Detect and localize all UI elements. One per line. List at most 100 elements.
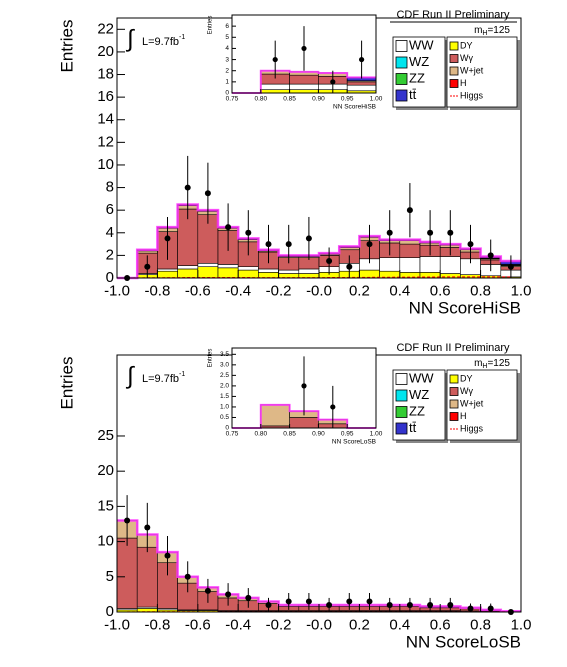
- inset-y-title: Entries: [208, 16, 214, 35]
- y-tick-label: 6: [225, 23, 229, 30]
- y-tick-label: 0: [106, 603, 114, 620]
- x-tick-label: 0.2: [349, 616, 370, 633]
- legend-swatch: [395, 406, 408, 418]
- y-tick-label: 0: [106, 269, 114, 286]
- chart-title: CDF Run II Preliminary: [396, 9, 510, 21]
- data-point: [225, 224, 232, 231]
- inset-x-title: NN ScoreLoSB: [332, 439, 376, 446]
- stack-segment: [197, 266, 219, 279]
- stack-segment: [237, 266, 259, 271]
- stack-segment: [439, 256, 461, 274]
- legend-swatch: [449, 374, 459, 384]
- y-tick-label: 22: [97, 20, 114, 37]
- data-point: [326, 258, 333, 265]
- data-point: [447, 229, 454, 236]
- y-tick-label: 2.5: [220, 372, 229, 379]
- y-tick-label: 3: [225, 56, 229, 63]
- y-tick-label: 0: [225, 425, 229, 432]
- data-point: [366, 241, 373, 248]
- data-point: [330, 404, 336, 410]
- y-tick-label: 15: [97, 497, 114, 514]
- x-tick-label: -0.8: [144, 282, 170, 299]
- x-tick-label: 0.8: [470, 616, 491, 633]
- legend-label: WZ: [409, 54, 429, 69]
- data-point: [285, 598, 292, 605]
- stack-segment: [419, 256, 441, 273]
- text-part: L=9.7fb: [142, 373, 179, 385]
- x-tick-label: 0.90: [312, 96, 325, 103]
- y-tick-label: 2.0: [220, 383, 229, 390]
- legend-label: DY: [460, 40, 473, 50]
- stack-segment: [217, 264, 239, 269]
- text-part: m: [474, 25, 482, 36]
- stack-segment: [278, 269, 300, 274]
- x-tick-label: 0.8: [470, 282, 491, 299]
- data-point: [204, 190, 211, 197]
- y-tick-label: 10: [97, 533, 114, 550]
- x-tick-label: -0.2: [266, 616, 292, 633]
- data-point: [326, 601, 333, 608]
- legend-label: WW: [409, 37, 434, 52]
- x-tick-label: -0.4: [225, 616, 251, 633]
- stack-segment: [217, 267, 239, 279]
- data-point: [330, 79, 336, 85]
- x-tick-label: 0.75: [226, 431, 239, 438]
- x-tick-label: 0.6: [430, 616, 451, 633]
- data-point: [366, 598, 373, 605]
- stack-segment: [338, 247, 360, 251]
- y-tick-label: 25: [97, 427, 114, 444]
- stack-segment: [289, 89, 319, 94]
- legend-label: tt̄: [409, 420, 417, 435]
- legend-swatch: [449, 399, 459, 409]
- y-tick-label: 14: [97, 111, 114, 128]
- y-tick-label: 16: [97, 88, 114, 105]
- y-tick-label: 12: [97, 133, 114, 150]
- stack-segment: [460, 274, 481, 279]
- data-point: [265, 241, 272, 248]
- x-tick-label: -1.0: [104, 616, 130, 633]
- legend-swatch: [449, 387, 459, 396]
- data-point: [447, 601, 454, 608]
- y-tick-label: 1.0: [220, 404, 229, 411]
- stack-segment: [258, 268, 279, 273]
- legend-label: DY: [460, 373, 473, 383]
- data-point: [467, 605, 474, 612]
- legend-swatch: [395, 422, 408, 435]
- stack-segment: [116, 537, 138, 609]
- data-point: [359, 56, 365, 63]
- data-point: [427, 229, 434, 236]
- data-point: [245, 229, 252, 236]
- data-point: [386, 229, 393, 236]
- y-tick-label: 4: [106, 224, 114, 241]
- data-point: [487, 605, 494, 612]
- legend-box: [446, 36, 518, 108]
- legend-box: [446, 369, 518, 441]
- data-point: [346, 598, 353, 605]
- x-tick-label: -1.0: [104, 282, 130, 299]
- x-tick-label: 1.00: [370, 96, 383, 103]
- stack-segment: [197, 263, 219, 267]
- stack-segment: [289, 417, 319, 429]
- data-point: [406, 601, 413, 608]
- x-tick-label: 0.80: [254, 96, 267, 103]
- stack-segment: [399, 240, 421, 245]
- x-tick-label: -0.2: [266, 282, 292, 299]
- x-tick-label: 0.6: [430, 282, 451, 299]
- legend-label: W+jet: [460, 65, 484, 75]
- legend-swatch: [395, 373, 408, 385]
- stack-segment: [289, 74, 319, 85]
- legend-label: Wγ: [460, 53, 473, 63]
- data-point: [427, 601, 434, 608]
- data-point: [507, 263, 514, 270]
- data-point: [386, 601, 393, 608]
- y-tick-label: 3.0: [220, 362, 229, 369]
- x-tick-label: 0.95: [341, 431, 354, 438]
- x-tick-label: 0.95: [341, 96, 354, 103]
- data-point: [467, 241, 474, 248]
- lumi-label: L=9.7fb-1: [142, 371, 185, 385]
- stack-segment: [399, 243, 421, 258]
- data-point: [301, 383, 307, 389]
- x-tick-label: 0.80: [254, 431, 267, 438]
- y-tick-label: 20: [97, 462, 114, 479]
